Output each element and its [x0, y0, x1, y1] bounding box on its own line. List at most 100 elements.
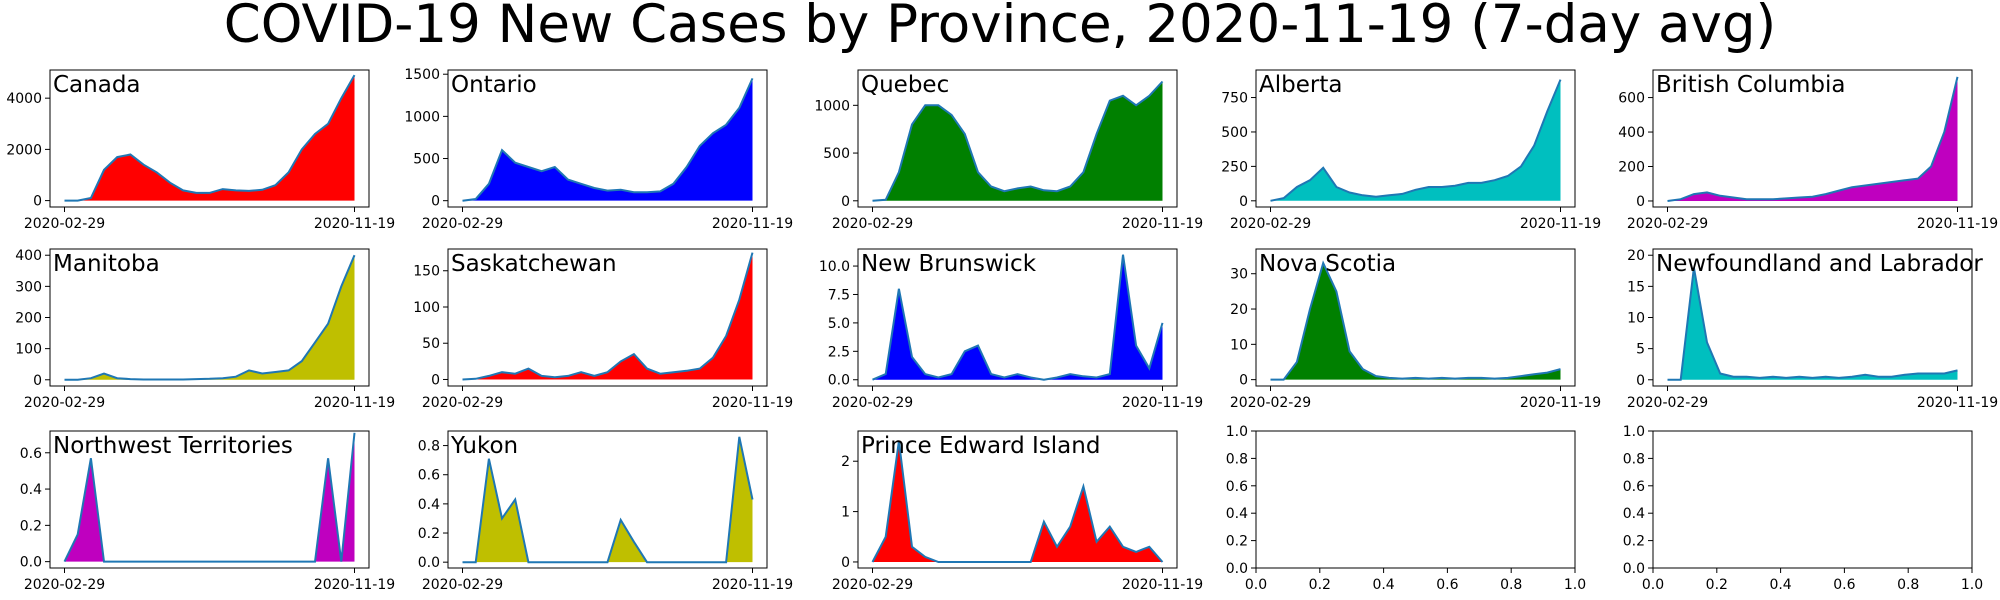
axes-frame [857, 69, 1178, 208]
axes-frame [1652, 248, 1973, 387]
x-tick-label: 0.2 [1309, 577, 1331, 593]
y-tick-label: 500 [1221, 125, 1248, 141]
y-tick-label: 1.0 [1226, 424, 1248, 440]
subplot-title: Ontario [451, 72, 537, 98]
y-tick-label: 0 [1239, 194, 1248, 210]
y-tick-label: 0.8 [1623, 451, 1645, 467]
line [64, 254, 356, 381]
axes-frame [49, 69, 370, 208]
x-tick-label: 2020-11-19 [1917, 395, 1998, 411]
axes-frame [1255, 69, 1576, 208]
y-tick-label: 0 [33, 373, 42, 389]
x-tick-label: 2020-02-29 [832, 395, 913, 411]
y-tick-label: 1.0 [1623, 424, 1645, 440]
x-tick-label: 2020-11-19 [712, 216, 793, 232]
y-tick-label: 400 [15, 248, 42, 264]
x-tick-label: 0.0 [1642, 577, 1664, 593]
line [872, 80, 1164, 202]
y-tick-label: 0.0 [20, 555, 42, 571]
figure-title: COVID-19 New Cases by Province, 2020-11-… [224, 0, 1776, 55]
y-tick-label: 0.0 [418, 555, 440, 571]
subplot-title: Alberta [1259, 72, 1342, 98]
subplot-title: Yukon [450, 433, 518, 459]
axes-frame [49, 248, 370, 387]
axes-frame [1255, 248, 1576, 387]
line [1667, 76, 1959, 202]
subplot-title: Northwest Territories [53, 433, 293, 459]
y-tick-label: 0.6 [1226, 479, 1248, 495]
axes-frame [447, 248, 768, 387]
y-tick-label: 10 [1627, 311, 1645, 327]
line [872, 254, 1164, 381]
x-tick-label: 2020-02-29 [1230, 395, 1311, 411]
y-tick-label: 10.0 [819, 259, 850, 275]
area-fill [1667, 267, 1958, 380]
area-fill [872, 441, 1163, 562]
y-tick-label: 20 [1627, 248, 1645, 264]
y-tick-label: 5.0 [828, 316, 850, 332]
x-tick-label: 0.8 [1500, 577, 1522, 593]
subplot-title: New Brunswick [861, 251, 1037, 277]
y-tick-label: 600 [1618, 91, 1645, 107]
y-tick-label: 15 [1627, 279, 1645, 295]
x-tick-label: 2020-11-19 [314, 395, 395, 411]
x-tick-label: 2020-11-19 [712, 577, 793, 593]
y-tick-label: 30 [1230, 267, 1248, 283]
x-tick-label: 0.6 [1833, 577, 1855, 593]
area-fill [1270, 263, 1561, 380]
x-tick-label: 2020-02-29 [1627, 395, 1708, 411]
y-tick-label: 400 [1618, 125, 1645, 141]
x-tick-label: 2020-11-19 [314, 216, 395, 232]
area-fill [462, 436, 753, 563]
y-tick-label: 4000 [6, 91, 42, 107]
y-tick-label: 250 [1221, 159, 1248, 175]
area-fill [1667, 76, 1958, 201]
y-tick-label: 0 [841, 555, 850, 571]
line [63, 432, 356, 563]
y-tick-label: 0 [33, 194, 42, 210]
subplot-title: Manitoba [53, 251, 160, 277]
subplot-title: Prince Edward Island [861, 433, 1100, 459]
y-tick-label: 0.4 [20, 482, 42, 498]
subplot-title: Quebec [861, 72, 949, 98]
subplot-title: British Columbia [1656, 72, 1846, 98]
x-tick-label: 2020-11-19 [1122, 216, 1203, 232]
axes-frame [49, 430, 370, 569]
line [462, 252, 754, 381]
x-tick-label: 2020-02-29 [1627, 216, 1708, 232]
y-tick-label: 50 [422, 336, 440, 352]
x-tick-label: 1.0 [1961, 577, 1983, 593]
y-tick-label: 2 [841, 454, 850, 470]
y-tick-label: 0.6 [418, 468, 440, 484]
y-tick-label: 0 [841, 194, 850, 210]
y-tick-label: 0.4 [1623, 506, 1645, 522]
line [1667, 267, 1958, 381]
area-fill [462, 252, 753, 380]
y-tick-label: 0 [1239, 373, 1248, 389]
area-fill [872, 254, 1163, 380]
y-tick-label: 10 [1230, 337, 1248, 353]
axes-frame [447, 430, 768, 569]
subplot-title: Nova Scotia [1259, 251, 1396, 277]
area-fill [64, 432, 355, 562]
x-tick-label: 2020-02-29 [832, 216, 913, 232]
y-tick-label: 5 [1636, 342, 1645, 358]
x-tick-label: 0.2 [1706, 577, 1728, 593]
axes-frame [857, 248, 1178, 387]
line [1270, 260, 1561, 381]
x-tick-label: 0.4 [1769, 577, 1791, 593]
line [1270, 79, 1562, 202]
y-tick-label: 100 [15, 342, 42, 358]
x-tick-label: 0.0 [1245, 577, 1267, 593]
area-fill [64, 255, 355, 380]
y-tick-label: 0 [1636, 373, 1645, 389]
y-tick-label: 1 [841, 505, 850, 521]
subplot-title: Canada [53, 72, 141, 98]
x-tick-label: 2020-11-19 [712, 395, 793, 411]
y-tick-label: 1000 [814, 98, 850, 114]
y-tick-label: 0 [431, 194, 440, 210]
x-tick-label: 0.8 [1897, 577, 1919, 593]
y-tick-label: 0.4 [1226, 506, 1248, 522]
y-tick-label: 2000 [6, 142, 42, 158]
